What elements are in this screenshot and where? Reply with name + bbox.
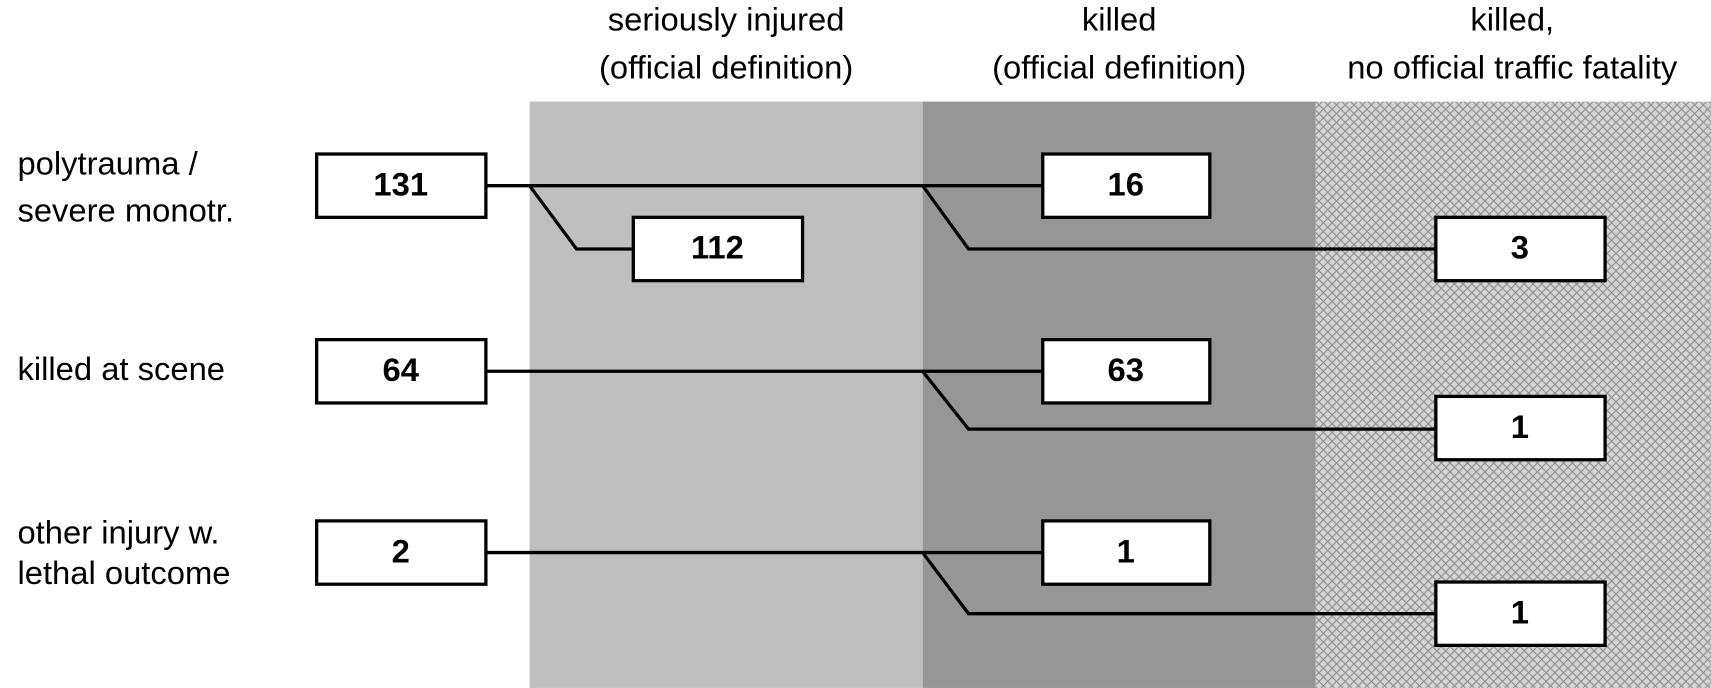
row-label: killed at scene	[17, 350, 225, 387]
box-value: 1	[1511, 593, 1529, 630]
box	[1434, 215, 1607, 283]
box-value: 1	[1511, 408, 1529, 445]
box	[1041, 519, 1212, 586]
row-label: polytrauma /	[17, 145, 198, 182]
box-value: 3	[1511, 229, 1529, 266]
box-value: 64	[383, 351, 420, 388]
connector	[921, 551, 1436, 616]
column-band	[529, 101, 923, 688]
column-header: (official definition)	[599, 49, 853, 86]
connector	[921, 184, 1436, 251]
column-header: seriously injured	[608, 1, 845, 38]
box	[315, 519, 488, 586]
connector	[921, 370, 1436, 431]
column-header: (official definition)	[992, 49, 1246, 86]
box-value: 63	[1108, 351, 1144, 388]
column-header: killed,	[1470, 1, 1554, 38]
box-value: 2	[392, 532, 410, 569]
box-value: 1	[1117, 532, 1135, 569]
row-label: severe monotr.	[17, 192, 234, 229]
box	[1041, 337, 1212, 405]
row-label: lethal outcome	[17, 554, 230, 591]
box-value: 112	[691, 229, 744, 266]
connector	[528, 184, 634, 251]
box-value: 131	[373, 165, 428, 202]
column-header: killed	[1082, 1, 1157, 38]
box	[1434, 394, 1607, 462]
box	[1434, 580, 1607, 648]
box-value: 16	[1108, 165, 1144, 202]
box	[315, 152, 488, 219]
box	[631, 215, 805, 283]
box	[1041, 152, 1212, 219]
row-label: other injury w.	[17, 514, 219, 551]
box	[315, 337, 488, 405]
column-header: no official traffic fatality	[1347, 49, 1678, 86]
